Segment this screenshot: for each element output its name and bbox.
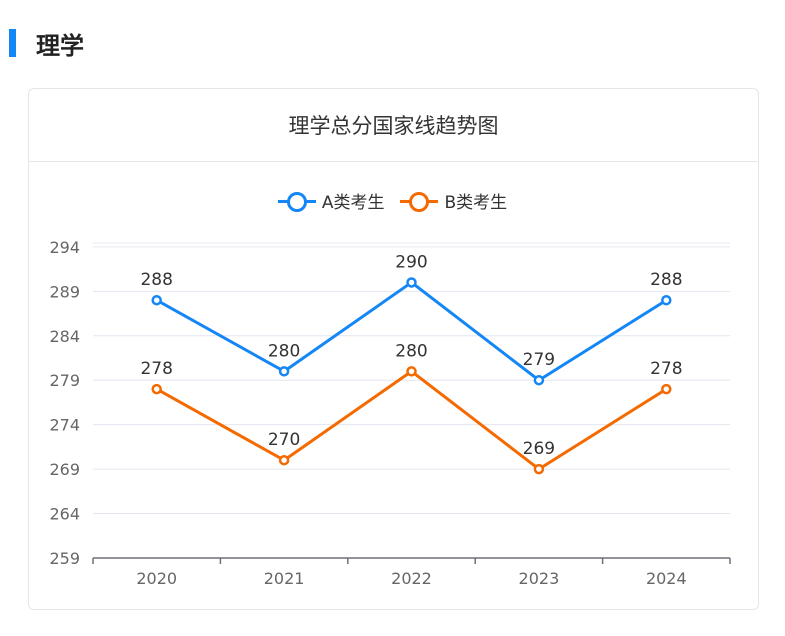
data-label: 290 bbox=[395, 252, 427, 272]
data-label: 288 bbox=[650, 270, 682, 290]
x-tick-label: 2024 bbox=[646, 569, 687, 588]
x-tick-label: 2020 bbox=[136, 569, 177, 588]
section-title: 理学 bbox=[36, 31, 84, 60]
legend-label-series-b: B类考生 bbox=[444, 193, 508, 213]
data-label: 280 bbox=[268, 341, 300, 361]
data-label: 288 bbox=[140, 270, 172, 290]
y-tick-label: 284 bbox=[49, 327, 80, 346]
x-tick-label: 2021 bbox=[264, 569, 305, 588]
chart-card: 理学总分国家线趋势图 bbox=[28, 88, 759, 610]
data-point bbox=[278, 366, 290, 377]
data-point bbox=[151, 383, 162, 395]
data-point bbox=[661, 294, 672, 306]
y-tick-label: 264 bbox=[49, 505, 80, 524]
legend-symbol-series-b bbox=[400, 191, 439, 212]
series-line-b bbox=[155, 369, 668, 471]
legend-label-series-a: A类考生 bbox=[321, 193, 385, 213]
y-tick-label: 279 bbox=[49, 371, 80, 390]
x-tick-label: 2023 bbox=[519, 569, 560, 588]
chart-legend: A类考生 B类考生 bbox=[0, 188, 785, 213]
legend-symbol-series-a bbox=[277, 191, 316, 212]
data-label: 269 bbox=[523, 439, 555, 459]
y-tick-label: 294 bbox=[49, 238, 80, 257]
x-tick-label: 2022 bbox=[391, 569, 432, 588]
y-tick-label: 289 bbox=[49, 282, 80, 301]
y-tick-label: 269 bbox=[49, 460, 80, 479]
data-label: 278 bbox=[650, 359, 682, 379]
legend-item-series-a[interactable]: A类考生 bbox=[277, 188, 385, 213]
section-accent-bar bbox=[9, 29, 16, 57]
y-tick-label: 274 bbox=[49, 416, 80, 435]
y-tick-label: 259 bbox=[49, 549, 80, 568]
data-point bbox=[533, 463, 545, 475]
series-line-a bbox=[155, 280, 668, 382]
data-point bbox=[151, 294, 162, 306]
data-label: 279 bbox=[523, 350, 555, 370]
chart-title: 理学总分国家线趋势图 bbox=[288, 114, 499, 138]
section-header: 理学 bbox=[0, 28, 84, 60]
chart-title-bar: 理学总分国家线趋势图 bbox=[29, 89, 758, 162]
data-point bbox=[661, 383, 672, 395]
data-point bbox=[278, 454, 290, 466]
data-label: 270 bbox=[268, 430, 300, 450]
legend-item-series-b[interactable]: B类考生 bbox=[400, 188, 507, 213]
data-label: 280 bbox=[395, 341, 427, 361]
data-label: 278 bbox=[140, 359, 172, 379]
data-point bbox=[406, 366, 417, 377]
data-point bbox=[533, 374, 545, 386]
data-point bbox=[406, 277, 417, 288]
